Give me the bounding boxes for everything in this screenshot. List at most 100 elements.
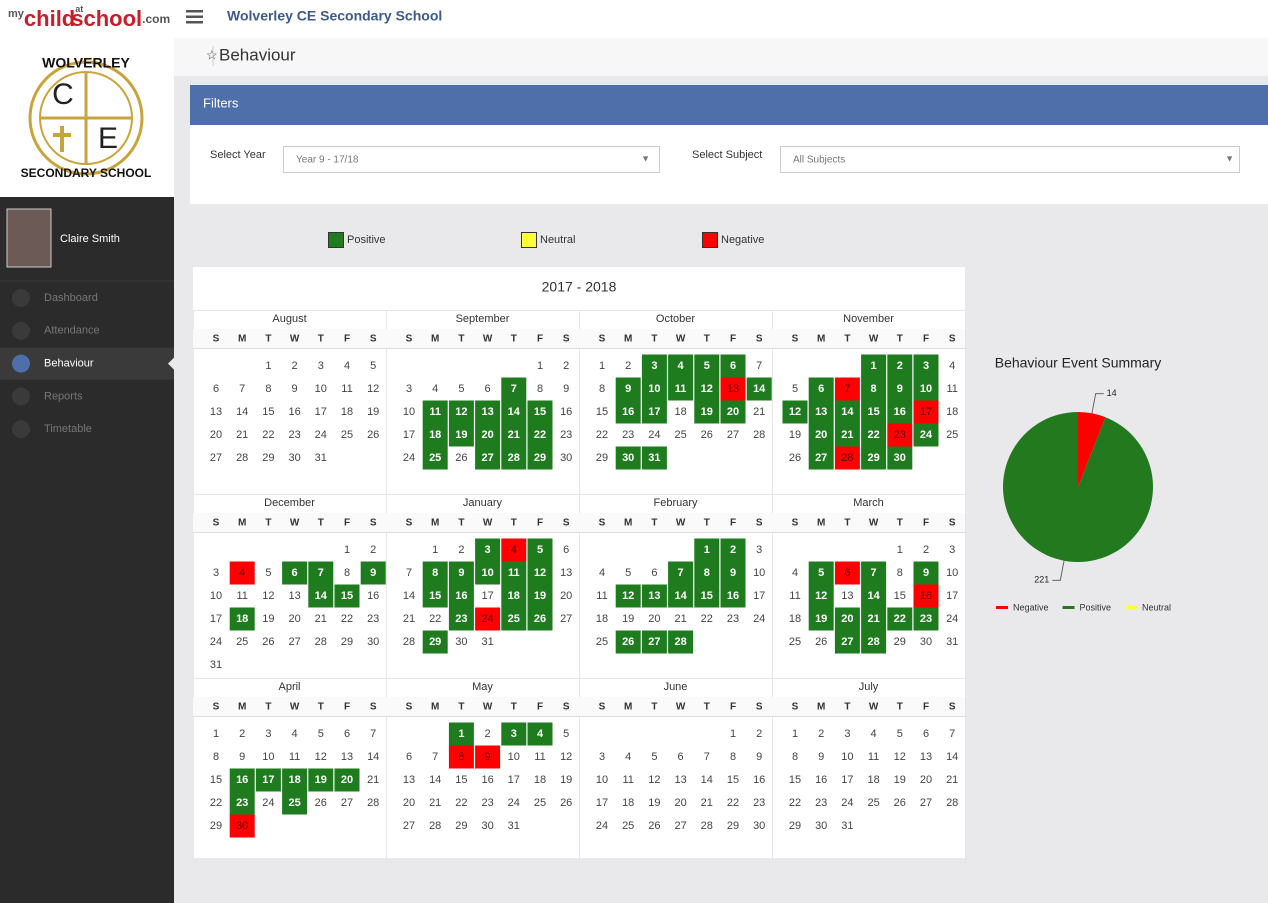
day: 23 <box>236 797 248 809</box>
day: 29 <box>455 820 467 832</box>
weekday: T <box>458 334 464 345</box>
day: 27 <box>481 452 493 464</box>
day: 19 <box>315 774 327 786</box>
positive-day <box>861 354 887 378</box>
day: 8 <box>265 383 271 395</box>
weekday-row <box>579 697 772 716</box>
day: 25 <box>288 797 300 809</box>
nav-item[interactable]: Reports <box>44 390 83 402</box>
day: 12 <box>455 406 467 418</box>
positive-day <box>229 768 255 792</box>
day: 28 <box>315 636 327 648</box>
chart-title: Behaviour Event Summary <box>995 355 1162 371</box>
positive-day <box>282 791 308 815</box>
positive-day <box>615 446 641 470</box>
day: 12 <box>534 567 546 579</box>
day: 2 <box>625 360 631 372</box>
day: 18 <box>288 774 300 786</box>
day: 23 <box>560 429 572 441</box>
day: 21 <box>403 613 415 625</box>
month-name: June <box>664 681 688 693</box>
positive-day <box>887 446 913 470</box>
weekday-row <box>772 329 965 348</box>
top-bar <box>0 0 1268 38</box>
day: 24 <box>648 429 660 441</box>
weekday: T <box>704 518 710 529</box>
positive-day <box>834 607 860 631</box>
day: 16 <box>894 406 906 418</box>
day: 2 <box>563 360 569 372</box>
month-name: May <box>472 681 493 693</box>
positive-day <box>501 584 527 608</box>
select-value: All Subjects <box>793 155 845 166</box>
day: 12 <box>789 406 801 418</box>
day: 13 <box>403 774 415 786</box>
day: 18 <box>534 774 546 786</box>
weekday: F <box>923 334 929 345</box>
weekday: F <box>344 334 350 345</box>
nav-item[interactable]: Attendance <box>44 325 100 337</box>
day: 29 <box>210 820 222 832</box>
day: 29 <box>341 636 353 648</box>
day: 21 <box>508 429 520 441</box>
day: 23 <box>455 613 467 625</box>
positive-day <box>448 722 474 746</box>
pie-label: 14 <box>1107 388 1117 398</box>
year-select[interactable]: ▼ <box>283 146 660 173</box>
day: 18 <box>596 613 608 625</box>
day: 25 <box>674 429 686 441</box>
svg-text:▼: ▼ <box>641 153 650 163</box>
day: 4 <box>432 383 438 395</box>
brand-part: child <box>24 6 75 31</box>
day: 15 <box>596 406 608 418</box>
nav-item[interactable]: Dashboard <box>44 292 98 304</box>
subject-select[interactable]: ▼ <box>780 146 1240 173</box>
day: 19 <box>262 613 274 625</box>
day: 13 <box>288 590 300 602</box>
weekday: M <box>238 702 246 713</box>
avatar <box>6 208 52 268</box>
day: 14 <box>753 383 766 395</box>
page-title: Behaviour <box>219 45 296 64</box>
menu-icon[interactable] <box>186 10 203 24</box>
positive-day <box>808 607 834 631</box>
day: 5 <box>792 383 798 395</box>
day: 17 <box>210 613 222 625</box>
weekday: F <box>730 518 736 529</box>
nav-item[interactable]: Timetable <box>44 423 92 435</box>
weekday-row <box>772 697 965 716</box>
weekday: T <box>511 702 517 713</box>
nav-item[interactable]: Behaviour <box>44 358 94 370</box>
positive-day <box>501 561 527 585</box>
legend-line <box>996 606 1008 609</box>
positive-day <box>641 377 667 401</box>
day: 14 <box>841 406 854 418</box>
day: 17 <box>648 406 660 418</box>
nav-pointer <box>168 357 174 370</box>
positive-day <box>615 377 641 401</box>
weekday: T <box>511 334 517 345</box>
positive-day <box>527 423 553 447</box>
day: 15 <box>429 590 441 602</box>
day: 8 <box>213 751 219 763</box>
leader-line <box>1091 393 1104 414</box>
day: 10 <box>648 383 660 395</box>
day: 30 <box>455 636 467 648</box>
positive-day <box>834 400 860 424</box>
day: 23 <box>753 797 765 809</box>
positive-day <box>861 400 887 424</box>
day: 2 <box>730 544 736 556</box>
month-name: March <box>853 497 884 509</box>
day: 7 <box>756 360 762 372</box>
day: 7 <box>239 383 245 395</box>
day: 3 <box>923 360 929 372</box>
day: 11 <box>868 751 879 763</box>
day: 28 <box>508 452 520 464</box>
day: 3 <box>651 360 657 372</box>
weekday: T <box>458 702 464 713</box>
day: 6 <box>651 567 657 579</box>
day: 10 <box>210 590 222 602</box>
positive-day <box>887 400 913 424</box>
legend-label: Negative <box>721 234 764 246</box>
